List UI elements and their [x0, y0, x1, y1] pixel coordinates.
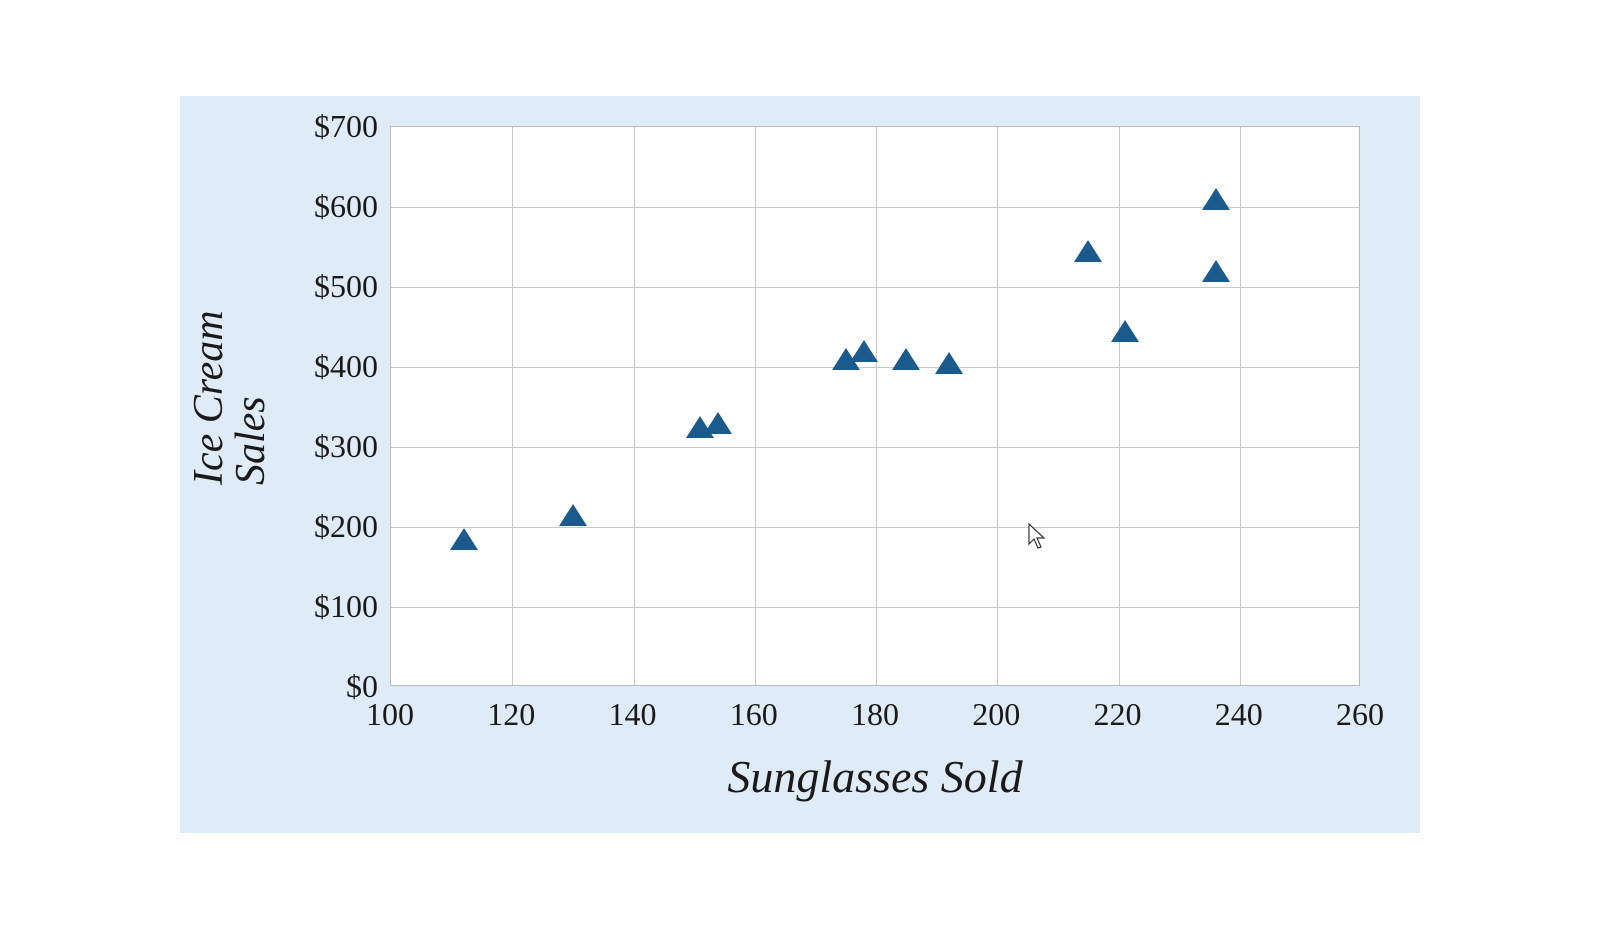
grid-line-h [391, 527, 1359, 528]
x-tick-label: 220 [1094, 696, 1142, 733]
data-point [450, 528, 478, 550]
x-tick-label: 180 [851, 696, 899, 733]
y-tick-label: $400 [314, 350, 378, 382]
data-point [1202, 188, 1230, 210]
y-tick-label: $500 [314, 270, 378, 302]
x-tick-label: 160 [730, 696, 778, 733]
grid-line-h [391, 287, 1359, 288]
grid-line-v [755, 127, 756, 685]
data-point [1202, 260, 1230, 282]
grid-line-v [512, 127, 513, 685]
x-tick-label: 120 [487, 696, 535, 733]
plot-area [390, 126, 1360, 686]
y-tick-label: $700 [314, 110, 378, 142]
y-tick-label: $100 [314, 590, 378, 622]
chart-container: Ice Cream Sales $700 $600 $500 $400 $300 $200… [180, 96, 1420, 833]
y-tick-label: $600 [314, 190, 378, 222]
data-point [892, 348, 920, 370]
x-tick-label: 100 [366, 696, 414, 733]
y-axis-label-1: Ice Cream [186, 310, 232, 485]
plot-row: $700$600$500$400$300$200$100$0 [280, 126, 1360, 686]
grid-line-v [1119, 127, 1120, 685]
y-tick-label: $200 [314, 510, 378, 542]
data-point [935, 352, 963, 374]
grid-line-v [876, 127, 877, 685]
chart-body: $700$600$500$400$300$200$100$0 100120140… [280, 126, 1360, 803]
grid-line-v [997, 127, 998, 685]
data-point [850, 340, 878, 362]
data-point [559, 504, 587, 526]
grid-line-h [391, 367, 1359, 368]
y-axis-label-2: Sales [228, 396, 274, 485]
x-tick-label: 260 [1336, 696, 1384, 733]
x-axis-label: Sunglasses Sold [390, 750, 1360, 803]
grid-line-h [391, 447, 1359, 448]
grid-line-v [634, 127, 635, 685]
grid-line-v [1240, 127, 1241, 685]
data-point [1111, 320, 1139, 342]
data-point [704, 412, 732, 434]
y-tick-label: $300 [314, 430, 378, 462]
data-point [1074, 240, 1102, 262]
x-tick-label: 140 [609, 696, 657, 733]
x-tick-label: 240 [1215, 696, 1263, 733]
x-axis-ticks: 100120140160180200220240260 [390, 696, 1360, 732]
y-axis-ticks: $700$600$500$400$300$200$100$0 [280, 126, 390, 686]
x-tick-label: 200 [972, 696, 1020, 733]
y-axis-label: Ice Cream Sales [188, 445, 272, 485]
chart-inner: Ice Cream Sales $700$600$500$400$300$200… [210, 126, 1360, 803]
grid-line-h [391, 607, 1359, 608]
